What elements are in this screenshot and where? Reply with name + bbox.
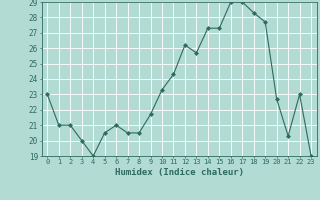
X-axis label: Humidex (Indice chaleur): Humidex (Indice chaleur): [115, 168, 244, 177]
